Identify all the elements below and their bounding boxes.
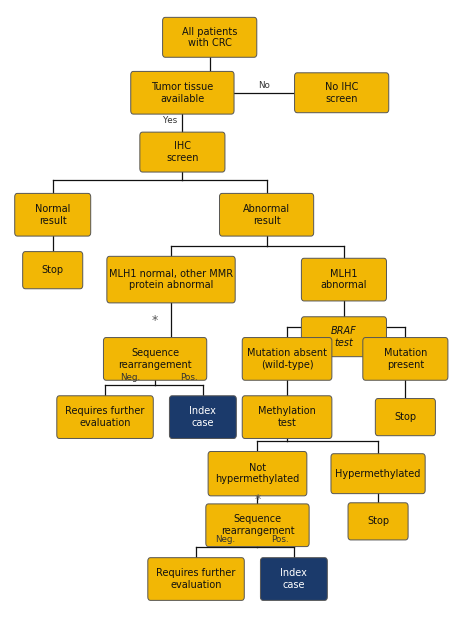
- Text: Normal
result: Normal result: [35, 204, 71, 226]
- FancyBboxPatch shape: [23, 252, 83, 289]
- Text: *: *: [255, 493, 261, 506]
- FancyBboxPatch shape: [15, 193, 91, 236]
- FancyBboxPatch shape: [57, 396, 153, 438]
- FancyBboxPatch shape: [363, 337, 448, 380]
- FancyBboxPatch shape: [140, 132, 225, 172]
- Text: MLH1
abnormal: MLH1 abnormal: [321, 269, 367, 290]
- FancyBboxPatch shape: [242, 337, 332, 380]
- FancyBboxPatch shape: [148, 557, 244, 600]
- Text: MLH1 normal, other MMR
protein abnormal: MLH1 normal, other MMR protein abnormal: [109, 269, 233, 290]
- Text: *: *: [152, 314, 158, 327]
- Text: Index
case: Index case: [281, 568, 307, 590]
- Text: No IHC
screen: No IHC screen: [325, 82, 358, 104]
- Text: Yes: Yes: [163, 116, 177, 125]
- Text: Methylation
test: Methylation test: [258, 406, 316, 428]
- Text: Stop: Stop: [394, 412, 417, 422]
- FancyBboxPatch shape: [375, 399, 436, 436]
- Text: Not
hypermethylated: Not hypermethylated: [215, 463, 300, 485]
- FancyBboxPatch shape: [260, 557, 328, 600]
- FancyBboxPatch shape: [163, 17, 257, 57]
- Text: Neg.: Neg.: [120, 373, 140, 382]
- Text: Stop: Stop: [367, 517, 389, 527]
- Text: BRAF
test: BRAF test: [331, 326, 357, 347]
- FancyBboxPatch shape: [331, 454, 425, 494]
- Text: Index
case: Index case: [190, 406, 216, 428]
- Text: Sequence
rearrangement: Sequence rearrangement: [118, 348, 192, 370]
- Text: Neg.: Neg.: [216, 535, 236, 544]
- FancyBboxPatch shape: [169, 396, 237, 438]
- Text: Sequence
rearrangement: Sequence rearrangement: [221, 514, 294, 536]
- FancyBboxPatch shape: [219, 193, 314, 236]
- Text: Stop: Stop: [42, 265, 64, 275]
- FancyBboxPatch shape: [206, 504, 309, 546]
- Text: Mutation
present: Mutation present: [383, 348, 427, 370]
- FancyBboxPatch shape: [131, 72, 234, 114]
- Text: Mutation absent
(wild-type): Mutation absent (wild-type): [247, 348, 327, 370]
- Text: Tumor tissue
available: Tumor tissue available: [151, 82, 213, 104]
- FancyBboxPatch shape: [301, 258, 386, 301]
- FancyBboxPatch shape: [107, 256, 235, 303]
- Text: Requires further
evaluation: Requires further evaluation: [156, 568, 236, 590]
- Text: Pos.: Pos.: [272, 535, 289, 544]
- FancyBboxPatch shape: [242, 396, 332, 438]
- Text: Requires further
evaluation: Requires further evaluation: [65, 406, 145, 428]
- Text: Pos.: Pos.: [181, 373, 198, 382]
- Text: Hypermethylated: Hypermethylated: [336, 468, 421, 479]
- Text: No: No: [258, 81, 270, 90]
- FancyBboxPatch shape: [103, 337, 207, 380]
- FancyBboxPatch shape: [348, 503, 408, 540]
- Text: Abnormal
result: Abnormal result: [243, 204, 290, 226]
- Text: IHC
screen: IHC screen: [166, 142, 199, 163]
- FancyBboxPatch shape: [301, 317, 386, 357]
- FancyBboxPatch shape: [294, 73, 389, 112]
- Text: All patients
with CRC: All patients with CRC: [182, 27, 237, 48]
- FancyBboxPatch shape: [208, 452, 307, 496]
